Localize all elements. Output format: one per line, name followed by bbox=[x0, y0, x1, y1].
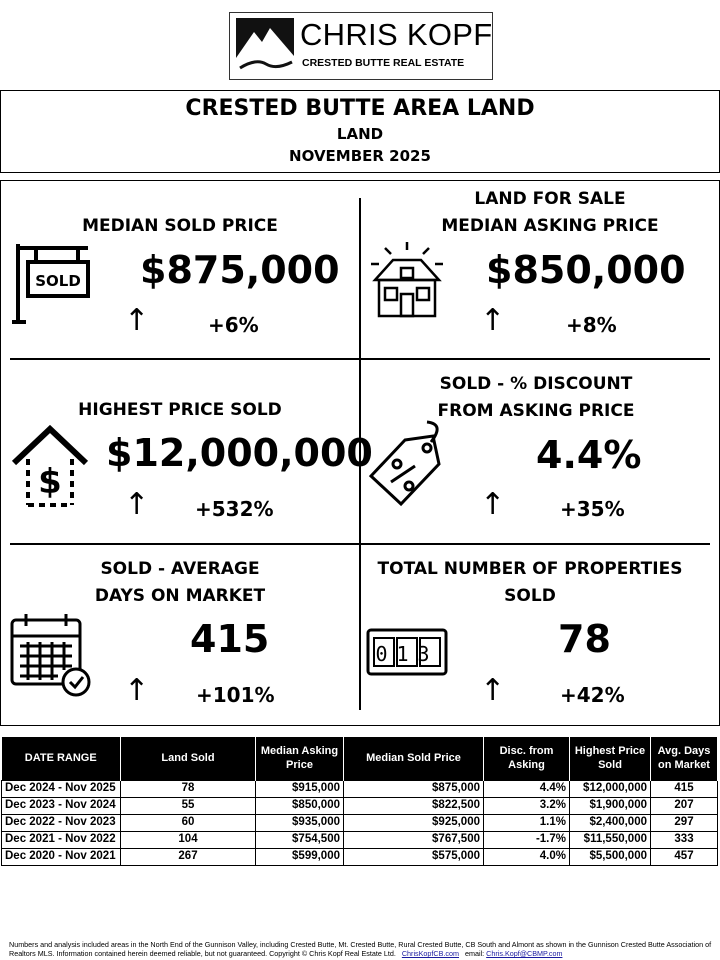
stat-label-discount: SOLD - % DISCOUNT FROM ASKING PRICE bbox=[437, 374, 635, 421]
stat-change-discount: +35% bbox=[560, 497, 625, 521]
column-header: Highest Price Sold bbox=[569, 737, 651, 780]
table-cell: 267 bbox=[120, 847, 256, 866]
divider bbox=[359, 198, 361, 710]
table-cell: Dec 2021 - Nov 2022 bbox=[1, 830, 121, 849]
house-icon bbox=[371, 242, 443, 318]
table-cell: 333 bbox=[650, 830, 718, 849]
table-cell: $599,000 bbox=[255, 847, 344, 866]
table-cell: Dec 2023 - Nov 2024 bbox=[1, 796, 121, 815]
table-cell: 457 bbox=[650, 847, 718, 866]
email-label: email: bbox=[464, 949, 485, 958]
table-cell: $2,400,000 bbox=[569, 813, 651, 832]
arrow-up-icon: ↑ bbox=[480, 487, 506, 522]
table-row: Dec 2021 - Nov 2022 104 $754,500 $767,500 -1… bbox=[1, 830, 718, 849]
logo: CHRIS KOPF CRESTED BUTTE REAL ESTATE bbox=[229, 12, 493, 80]
arrow-up-icon: ↑ bbox=[480, 303, 506, 338]
table-cell: 207 bbox=[650, 796, 718, 815]
table-cell: $915,000 bbox=[255, 779, 344, 798]
stat-label-highest: HIGHEST PRICE SOLD bbox=[78, 400, 282, 420]
arrow-up-icon: ↑ bbox=[124, 303, 150, 338]
table-row: Dec 2020 - Nov 2021 267 $599,000 $575,000 4.… bbox=[1, 847, 718, 866]
stat-change-dom: +101% bbox=[196, 683, 275, 707]
table-cell: $575,000 bbox=[343, 847, 484, 866]
table-cell: 55 bbox=[120, 796, 256, 815]
table-row: Dec 2024 - Nov 2025 78 $915,000 $875,000 4.4… bbox=[1, 779, 718, 798]
svg-text:SOLD: SOLD bbox=[35, 272, 81, 290]
column-header: DATE RANGE bbox=[1, 737, 121, 780]
stat-value-highest: $12,000,000 bbox=[106, 431, 373, 475]
sold-sign-icon: SOLD bbox=[12, 244, 90, 324]
table-cell: 3.2% bbox=[483, 796, 570, 815]
discount-tag-icon bbox=[368, 420, 441, 507]
stat-value-total: 78 bbox=[558, 617, 611, 661]
table-cell: $5,500,000 bbox=[569, 847, 651, 866]
table-cell: Dec 2022 - Nov 2023 bbox=[1, 813, 121, 832]
table-cell: $767,500 bbox=[343, 830, 484, 849]
table-cell: $850,000 bbox=[255, 796, 344, 815]
column-header: Avg. Days on Market bbox=[650, 737, 718, 780]
email-link[interactable]: Chris.Kopf@CBMP.com bbox=[486, 949, 563, 958]
stat-change-median-sold: +6% bbox=[208, 313, 259, 337]
arrow-up-icon: ↑ bbox=[480, 673, 506, 708]
title-box: CRESTED BUTTE AREA LAND LAND NOVEMBER 20… bbox=[0, 90, 720, 173]
table-cell: Dec 2024 - Nov 2025 bbox=[1, 779, 121, 798]
table-cell: 297 bbox=[650, 813, 718, 832]
stat-change-asking: +8% bbox=[566, 313, 617, 337]
divider bbox=[10, 358, 710, 360]
history-table: DATE RANGE Land Sold Median Asking Price… bbox=[1, 737, 718, 866]
table-cell: 415 bbox=[650, 779, 718, 798]
column-header: Disc. from Asking bbox=[483, 737, 570, 780]
counter-icon: 013 bbox=[366, 628, 448, 676]
stat-change-highest: +532% bbox=[195, 497, 274, 521]
table-cell: $754,500 bbox=[255, 830, 344, 849]
table-cell: $12,000,000 bbox=[569, 779, 651, 798]
table-cell: 1.1% bbox=[483, 813, 570, 832]
table-cell: Dec 2020 - Nov 2021 bbox=[1, 847, 121, 866]
stat-change-total: +42% bbox=[560, 683, 625, 707]
table-row: Dec 2022 - Nov 2023 60 $935,000 $925,000 1.1… bbox=[1, 813, 718, 832]
table-cell: 4.4% bbox=[483, 779, 570, 798]
table-cell: $925,000 bbox=[343, 813, 484, 832]
table-cell: $11,550,000 bbox=[569, 830, 651, 849]
column-header: Median Asking Price bbox=[255, 737, 344, 780]
stat-label-asking: LAND FOR SALE MEDIAN ASKING PRICE bbox=[441, 189, 659, 236]
stat-value-dom: 415 bbox=[190, 617, 270, 661]
stat-value-discount: 4.4% bbox=[536, 433, 642, 477]
report-period: NOVEMBER 2025 bbox=[289, 147, 431, 165]
svg-text:$: $ bbox=[38, 462, 62, 502]
table-cell: $822,500 bbox=[343, 796, 484, 815]
stat-label-median-sold: MEDIAN SOLD PRICE bbox=[82, 216, 278, 236]
page-subtitle: LAND bbox=[336, 125, 384, 143]
column-header: Land Sold bbox=[120, 737, 256, 780]
table-cell: 78 bbox=[120, 779, 256, 798]
table-cell: $935,000 bbox=[255, 813, 344, 832]
website-link[interactable]: ChrisKopfCB.com bbox=[401, 949, 459, 958]
svg-text:013: 013 bbox=[375, 642, 438, 666]
table-row: Dec 2023 - Nov 2024 55 $850,000 $822,500 3.2… bbox=[1, 796, 718, 815]
disclaimer-text: Numbers and analysis included areas in t… bbox=[9, 940, 712, 958]
calendar-check-icon bbox=[10, 614, 91, 697]
logo-name: CHRIS KOPF bbox=[300, 17, 493, 52]
stat-value-asking: $850,000 bbox=[486, 248, 686, 292]
table-cell: 60 bbox=[120, 813, 256, 832]
footer-disclaimer: Numbers and analysis included areas in t… bbox=[9, 940, 714, 958]
table-cell: $875,000 bbox=[343, 779, 484, 798]
stat-label-dom: SOLD - AVERAGE DAYS ON MARKET bbox=[94, 559, 266, 606]
house-dollar-icon: $ bbox=[11, 425, 89, 507]
table-cell: $1,900,000 bbox=[569, 796, 651, 815]
table-cell: 104 bbox=[120, 830, 256, 849]
column-header: Median Sold Price bbox=[343, 737, 484, 780]
table-cell: 4.0% bbox=[483, 847, 570, 866]
page-title: CRESTED BUTTE AREA LAND bbox=[185, 96, 535, 121]
table-cell: -1.7% bbox=[483, 830, 570, 849]
arrow-up-icon: ↑ bbox=[124, 673, 150, 708]
logo-tagline: CRESTED BUTTE REAL ESTATE bbox=[302, 57, 465, 69]
mountain-logo-icon bbox=[236, 18, 294, 74]
stat-value-median-sold: $875,000 bbox=[140, 248, 340, 292]
table-header-row: DATE RANGE Land Sold Median Asking Price… bbox=[1, 737, 718, 780]
arrow-up-icon: ↑ bbox=[124, 487, 150, 522]
divider bbox=[10, 543, 710, 545]
stat-label-total: TOTAL NUMBER OF PROPERTIES SOLD bbox=[377, 559, 683, 606]
